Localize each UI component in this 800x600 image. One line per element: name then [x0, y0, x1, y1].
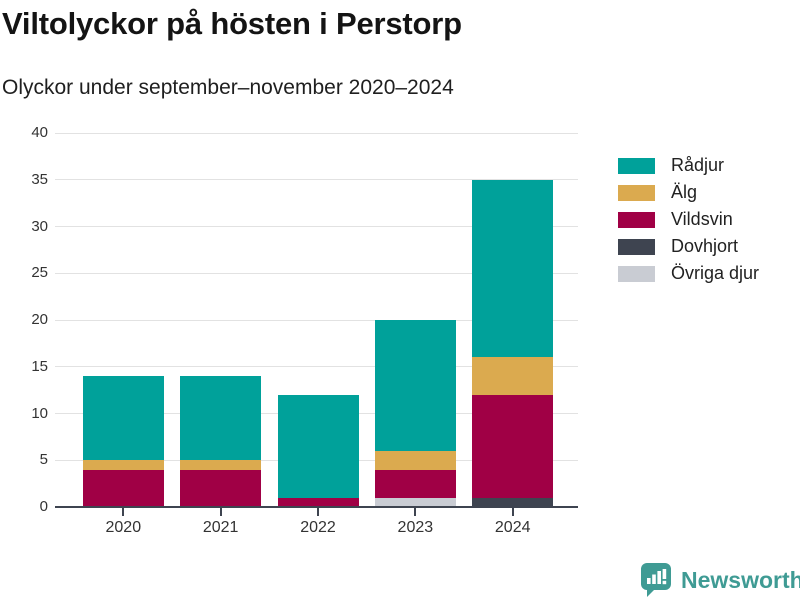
- legend: Rådjur Älg Vildsvin Dovhjort Övriga djur: [618, 152, 759, 287]
- x-axis-tick-label: 2023: [397, 519, 434, 536]
- bar-segment-vildsvin-2022: [277, 497, 359, 507]
- bar-segment-alg-2021: [180, 460, 262, 470]
- newsworthy-logo[interactable]: Newsworthy: [640, 562, 800, 598]
- bar-segment-vildsvin-2020: [82, 469, 164, 507]
- gridline: [55, 366, 578, 368]
- chart-title: Viltolyckor på hösten i Perstorp: [2, 6, 462, 41]
- y-axis-tick-label: 20: [31, 311, 48, 328]
- x-axis-tick: [219, 507, 222, 516]
- bar-segment-radjur-2022: [277, 394, 359, 498]
- bar-segment-radjur-2021: [180, 376, 262, 461]
- bar-segment-dovhjort-2024: [472, 497, 554, 507]
- x-axis-tick: [317, 507, 319, 516]
- bar-segment-alg-2020: [82, 460, 164, 470]
- x-axis-tick-label: 2020: [105, 519, 142, 536]
- gridline: [55, 179, 578, 181]
- bar-segment-ovriga-djur-2023: [374, 497, 456, 507]
- chart-subtitle: Olyckor under september–november 2020–20…: [2, 76, 454, 99]
- bar-segment-radjur-2023: [374, 320, 456, 451]
- legend-item-alg: Älg: [618, 179, 759, 206]
- x-axis-tick: [414, 507, 417, 516]
- newsworthy-logo-text: Newsworthy: [681, 566, 800, 593]
- y-axis-tick-label: 15: [31, 357, 48, 375]
- legend-item-radjur: Rådjur: [618, 152, 759, 179]
- y-axis-tick-label: 25: [31, 264, 48, 282]
- x-axis-line: [55, 505, 578, 508]
- y-axis-tick-label: 10: [31, 404, 48, 422]
- legend-swatch-radjur: [618, 157, 655, 174]
- x-axis-tick: [122, 507, 125, 516]
- gridline: [55, 319, 578, 321]
- gridline: [55, 132, 578, 134]
- x-axis-tick-label: 2022: [300, 519, 336, 536]
- bar-segment-vildsvin-2023: [374, 469, 456, 498]
- legend-label-dovhjort: Dovhjort: [671, 236, 739, 256]
- y-axis-tick-label: 35: [31, 170, 48, 188]
- newsworthy-logo-icon: [640, 562, 673, 598]
- legend-label-radjur: Rådjur: [671, 155, 725, 175]
- y-axis-tick-label: 5: [39, 451, 48, 469]
- y-axis-tick-label: 40: [31, 124, 48, 141]
- legend-item-ovriga-djur: Övriga djur: [618, 260, 759, 287]
- bar-segment-radjur-2024: [472, 179, 554, 358]
- y-axis-tick-label: 30: [31, 217, 48, 235]
- legend-label-alg: Älg: [671, 182, 698, 202]
- legend-swatch-vildsvin: [618, 211, 655, 228]
- legend-swatch-dovhjort: [618, 238, 655, 255]
- gridline: [55, 226, 578, 227]
- y-axis-tick-label: 0: [39, 498, 48, 515]
- x-axis-tick-label: 2021: [202, 519, 239, 536]
- bar-segment-radjur-2020: [82, 376, 164, 461]
- gridline: [55, 272, 578, 274]
- legend-item-dovhjort: Dovhjort: [618, 233, 759, 260]
- legend-label-vildsvin: Vildsvin: [671, 209, 733, 229]
- x-axis-tick: [511, 507, 514, 516]
- bar-segment-alg-2024: [472, 357, 554, 395]
- legend-item-vildsvin: Vildsvin: [618, 206, 759, 233]
- bar-segment-vildsvin-2021: [180, 469, 262, 507]
- legend-label-ovriga-djur: Övriga djur: [671, 263, 760, 283]
- legend-swatch-alg: [618, 184, 655, 201]
- bar-segment-vildsvin-2024: [472, 394, 554, 498]
- legend-swatch-ovriga-djur: [618, 265, 655, 282]
- bar-segment-alg-2023: [374, 450, 456, 470]
- x-axis-tick-label: 2024: [494, 519, 531, 536]
